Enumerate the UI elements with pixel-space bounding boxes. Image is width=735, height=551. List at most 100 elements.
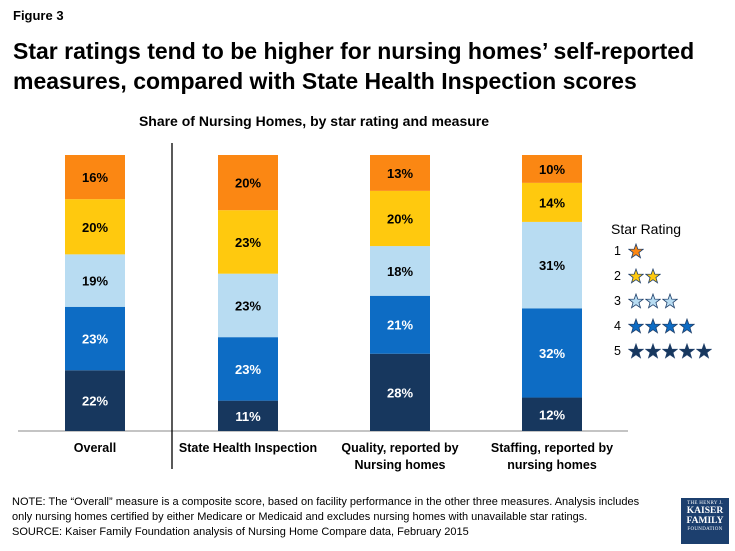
chart-headline: Star ratings tend to be higher for nursi…	[13, 38, 695, 94]
star-shape	[628, 268, 644, 284]
bar-segment-4-5star	[522, 397, 582, 431]
star-shape	[696, 343, 712, 359]
data-label: 23%	[235, 235, 261, 250]
bar-segment-3-3star	[370, 246, 430, 296]
data-label: 19%	[82, 274, 108, 289]
star-icon	[645, 293, 661, 309]
legend-stars	[628, 343, 713, 359]
data-label: 31%	[539, 258, 565, 273]
bar-segment-4-1star	[522, 155, 582, 183]
data-label: 16%	[82, 170, 108, 185]
star-icon	[628, 343, 644, 359]
star-icon	[628, 268, 644, 284]
bar-segment-4-2star	[522, 182, 582, 222]
data-label: 10%	[539, 162, 565, 177]
bar-segment-1-1star	[65, 155, 125, 200]
data-label: 20%	[235, 176, 261, 191]
star-icon	[662, 343, 678, 359]
bar-segment-2-2star	[218, 210, 278, 274]
bar-segment-2-1star	[218, 155, 278, 211]
star-shape	[645, 318, 661, 334]
x-tick-label: Overall	[73, 441, 117, 455]
data-label: 23%	[235, 298, 261, 313]
legend-label: 1	[614, 244, 621, 258]
figure-label: Figure 3	[13, 8, 64, 23]
star-icon	[679, 343, 695, 359]
legend-label: 2	[614, 269, 621, 283]
star-icon	[696, 343, 712, 359]
bar-segment-1-3star	[65, 254, 125, 307]
bar-segment-4-4star	[522, 308, 582, 398]
legend-item: 1	[614, 241, 645, 261]
data-label: 14%	[539, 195, 565, 210]
star-shape	[645, 293, 661, 309]
data-label: 20%	[82, 220, 108, 235]
star-shape	[628, 243, 644, 259]
data-label: 32%	[539, 346, 565, 361]
star-icon	[628, 318, 644, 334]
star-shape	[645, 343, 661, 359]
star-shape	[645, 268, 661, 284]
legend-item: 2	[614, 266, 662, 286]
star-icon	[628, 293, 644, 309]
kff-logo: THE HENRY J. KAISER FAMILY FOUNDATION	[681, 498, 729, 544]
logo-line-3: FAMILY	[686, 516, 724, 526]
legend-label: 3	[614, 294, 621, 308]
x-tick-label: State Health Inspection	[178, 441, 318, 455]
bar-segment-1-5star	[65, 370, 125, 431]
data-label: 11%	[235, 409, 261, 424]
star-shape	[628, 343, 644, 359]
bar-segment-2-3star	[218, 273, 278, 338]
star-icon	[662, 293, 678, 309]
x-tick-label: Staffing, reported by nursing homes	[490, 441, 614, 472]
bar-segment-1-2star	[65, 199, 125, 255]
note-line-1: NOTE: The “Overall” measure is a composi…	[12, 496, 640, 508]
note-line-2: only nursing homes certified by either M…	[12, 511, 588, 523]
star-icon	[645, 343, 661, 359]
data-label: 22%	[82, 394, 108, 409]
star-icon	[662, 318, 678, 334]
star-shape	[628, 318, 644, 334]
star-shape	[628, 293, 644, 309]
bar-segment-1-4star	[65, 306, 125, 371]
legend-item: 5	[614, 341, 713, 361]
star-icon	[645, 318, 661, 334]
data-label: 18%	[387, 264, 413, 279]
legend-stars	[628, 243, 645, 259]
bar-segment-3-2star	[370, 190, 430, 247]
data-label: 13%	[387, 166, 413, 181]
footnote: NOTE: The “Overall” measure is a composi…	[12, 495, 662, 540]
chart-title: Share of Nursing Homes, by star rating a…	[138, 113, 490, 129]
source-line: SOURCE: Kaiser Family Foundation analysi…	[12, 526, 469, 538]
bar-segment-3-1star	[370, 155, 430, 191]
star-shape	[662, 293, 678, 309]
data-label: 20%	[387, 211, 413, 226]
legend-item: 3	[614, 291, 679, 311]
star-shape	[662, 318, 678, 334]
star-icon	[628, 243, 644, 259]
data-label: 12%	[539, 407, 565, 422]
data-label: 23%	[235, 362, 261, 377]
bar-segment-3-4star	[370, 295, 430, 354]
data-label: 28%	[387, 385, 413, 400]
bar-segment-3-5star	[370, 353, 430, 431]
x-tick-label: Quality, reported by Nursing homes	[341, 441, 459, 472]
logo-line-2: KAISER	[686, 506, 724, 516]
bar-segment-4-3star	[522, 221, 582, 309]
bar-segment-2-5star	[218, 400, 278, 431]
star-shape	[662, 343, 678, 359]
legend-item: 4	[614, 316, 696, 336]
star-icon	[679, 318, 695, 334]
data-label: 23%	[82, 332, 108, 347]
legend-stars	[628, 293, 679, 309]
data-label: 21%	[387, 318, 413, 333]
legend-title: Star Rating	[611, 221, 682, 237]
legend-stars	[628, 318, 696, 334]
star-shape	[679, 318, 695, 334]
star-shape	[679, 343, 695, 359]
legend-label: 5	[614, 344, 621, 358]
star-icon	[645, 268, 661, 284]
bar-segment-2-4star	[218, 337, 278, 401]
legend-label: 4	[614, 319, 621, 333]
